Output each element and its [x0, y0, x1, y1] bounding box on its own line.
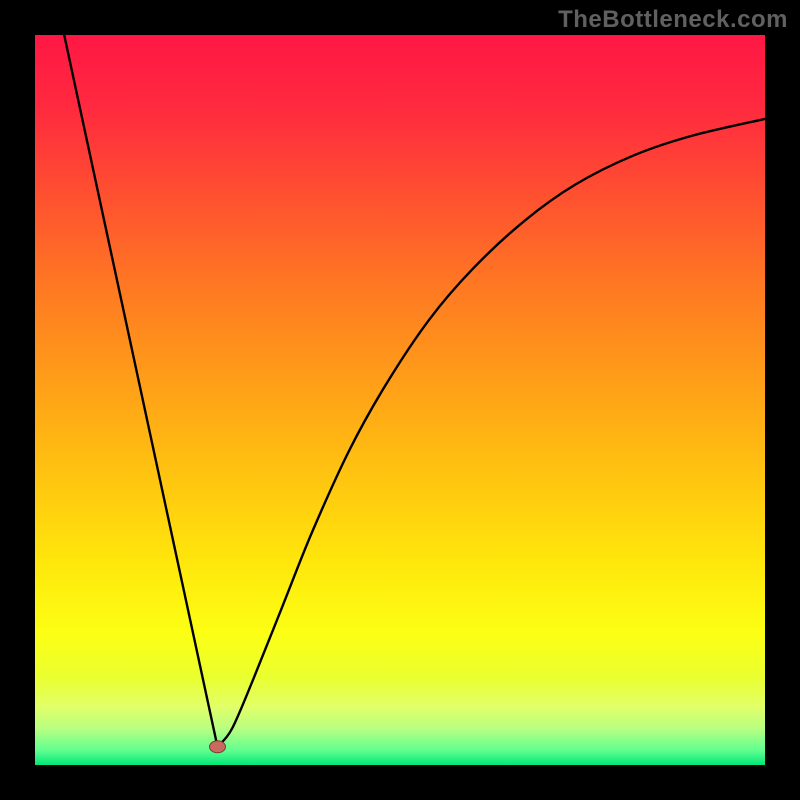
bottleneck-curve — [64, 35, 765, 747]
chart-svg — [35, 35, 765, 765]
watermark-text: TheBottleneck.com — [558, 6, 788, 34]
plot-area — [35, 35, 765, 765]
optimum-marker — [210, 741, 226, 753]
